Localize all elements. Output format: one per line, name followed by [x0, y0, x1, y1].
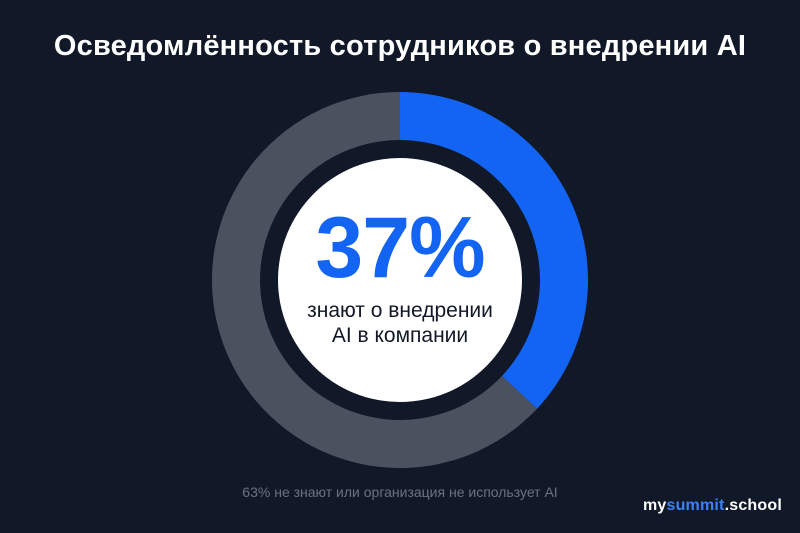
donut-slice-2 [211, 92, 538, 469]
donut-center-label: 37% знают о внедрении AI в компании [300, 198, 500, 348]
donut-center-disc [278, 158, 522, 402]
brand-logo: mysummit.school [643, 497, 782, 515]
center-label-line-1: знают о внедрении [307, 299, 493, 322]
center-label-line-2: AI в компании [331, 324, 469, 347]
donut-slice-1 [400, 92, 588, 409]
brand-suffix: .school [724, 497, 782, 514]
center-percent-value: 37% [315, 200, 485, 296]
brand-prefix: my [642, 497, 667, 514]
brand-accent: summit [666, 497, 725, 514]
chart-title: Осведомлённость сотрудников о внедрении … [53, 30, 747, 62]
chart-footnote: 63% не знают или организация не использу… [242, 484, 558, 500]
